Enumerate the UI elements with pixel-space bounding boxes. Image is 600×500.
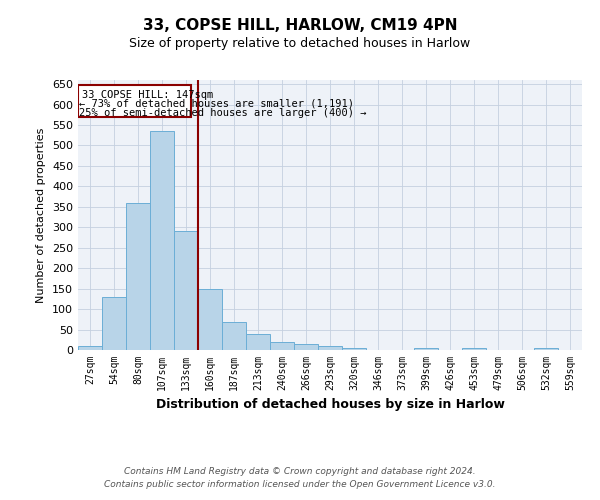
Text: 33, COPSE HILL, HARLOW, CM19 4PN: 33, COPSE HILL, HARLOW, CM19 4PN [143, 18, 457, 32]
Bar [102, 297, 126, 350]
Bar [462, 348, 486, 350]
Bar [150, 131, 174, 350]
Text: Contains public sector information licensed under the Open Government Licence v3: Contains public sector information licen… [104, 480, 496, 489]
X-axis label: Distribution of detached houses by size in Harlow: Distribution of detached houses by size … [155, 398, 505, 411]
Text: ← 73% of detached houses are smaller (1,191): ← 73% of detached houses are smaller (1,… [79, 99, 354, 109]
Bar [342, 348, 366, 350]
Text: 25% of semi-detached houses are larger (400) →: 25% of semi-detached houses are larger (… [79, 108, 367, 118]
Bar [174, 232, 198, 350]
Bar [126, 202, 150, 350]
Bar [534, 348, 558, 350]
Bar [198, 288, 222, 350]
Bar [318, 346, 342, 350]
Bar [294, 344, 318, 350]
Bar [414, 348, 438, 350]
Text: Contains HM Land Registry data © Crown copyright and database right 2024.: Contains HM Land Registry data © Crown c… [124, 467, 476, 476]
Bar [78, 85, 191, 117]
Text: 33 COPSE HILL: 147sqm: 33 COPSE HILL: 147sqm [82, 90, 213, 100]
Text: Size of property relative to detached houses in Harlow: Size of property relative to detached ho… [130, 38, 470, 51]
Bar [78, 346, 102, 350]
Bar [222, 322, 246, 350]
Bar [270, 342, 294, 350]
Y-axis label: Number of detached properties: Number of detached properties [37, 128, 46, 302]
Bar [246, 334, 270, 350]
